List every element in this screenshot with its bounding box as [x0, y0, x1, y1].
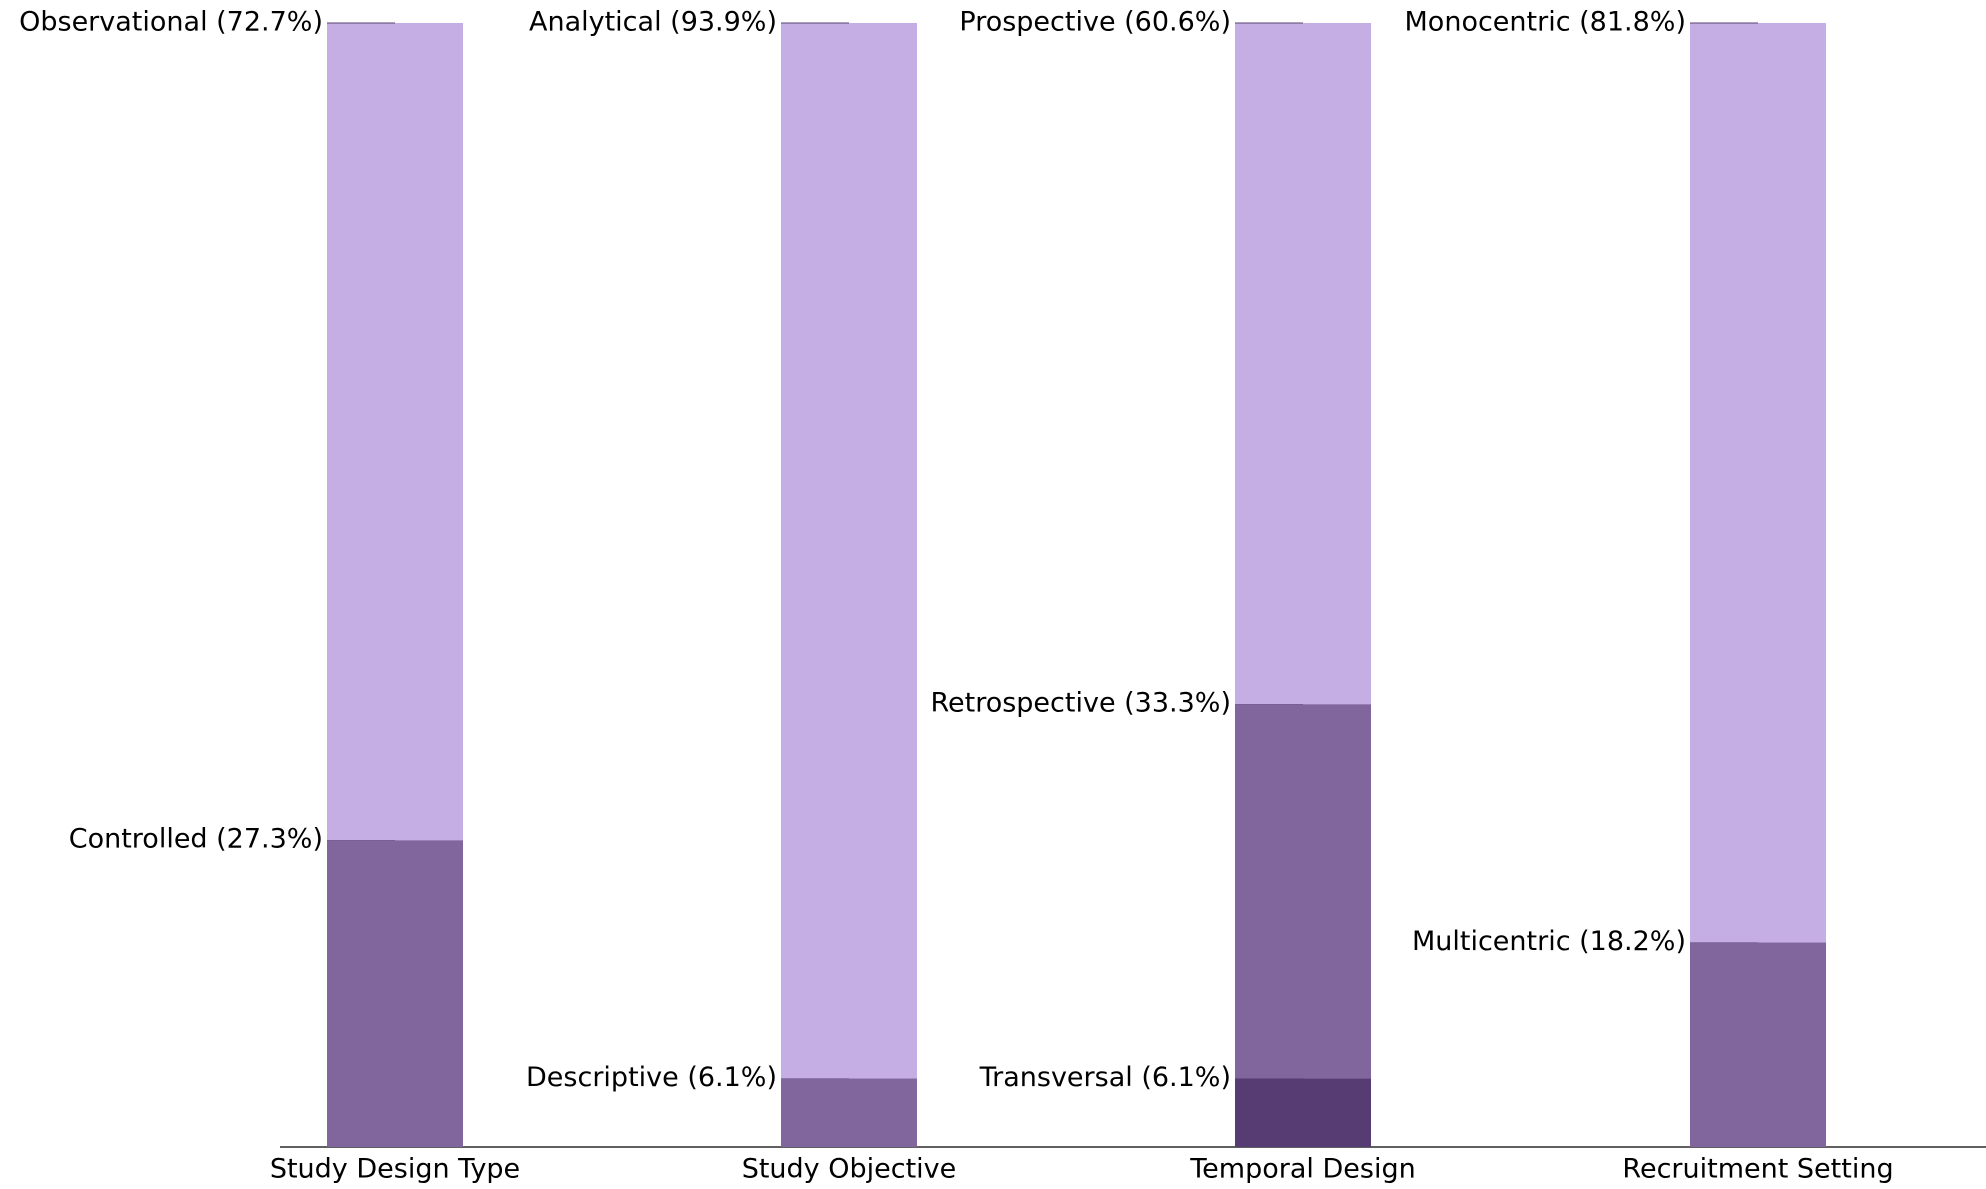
- bar-segment: [781, 1078, 917, 1147]
- x-tick-label: Temporal Design: [1189, 1154, 1415, 1185]
- bar-segment: [781, 23, 917, 1079]
- x-tick-label: Recruitment Setting: [1622, 1154, 1893, 1185]
- segment-label: Descriptive (6.1%): [526, 1062, 777, 1093]
- segment-label: Controlled (27.3%): [69, 824, 323, 855]
- bar-segment: [1235, 1078, 1371, 1147]
- bar-segment: [1235, 704, 1371, 1079]
- bar-segment: [1235, 23, 1371, 705]
- segment-label: Retrospective (33.3%): [930, 688, 1231, 719]
- segment-label: Monocentric (81.8%): [1405, 7, 1686, 38]
- bar-segment: [1690, 942, 1826, 1147]
- segment-label: Prospective (60.6%): [959, 7, 1231, 38]
- segment-label: Observational (72.7%): [19, 7, 323, 38]
- segment-label: Analytical (93.9%): [529, 7, 777, 38]
- bar-segment: [327, 23, 463, 841]
- segment-label: Transversal (6.1%): [979, 1062, 1231, 1093]
- bar-segment: [327, 840, 463, 1147]
- x-tick-label: Study Design Type: [270, 1154, 520, 1185]
- segment-label: Multicentric (18.2%): [1412, 926, 1686, 957]
- bar-segment: [1690, 23, 1826, 943]
- x-tick-label: Study Objective: [742, 1154, 957, 1185]
